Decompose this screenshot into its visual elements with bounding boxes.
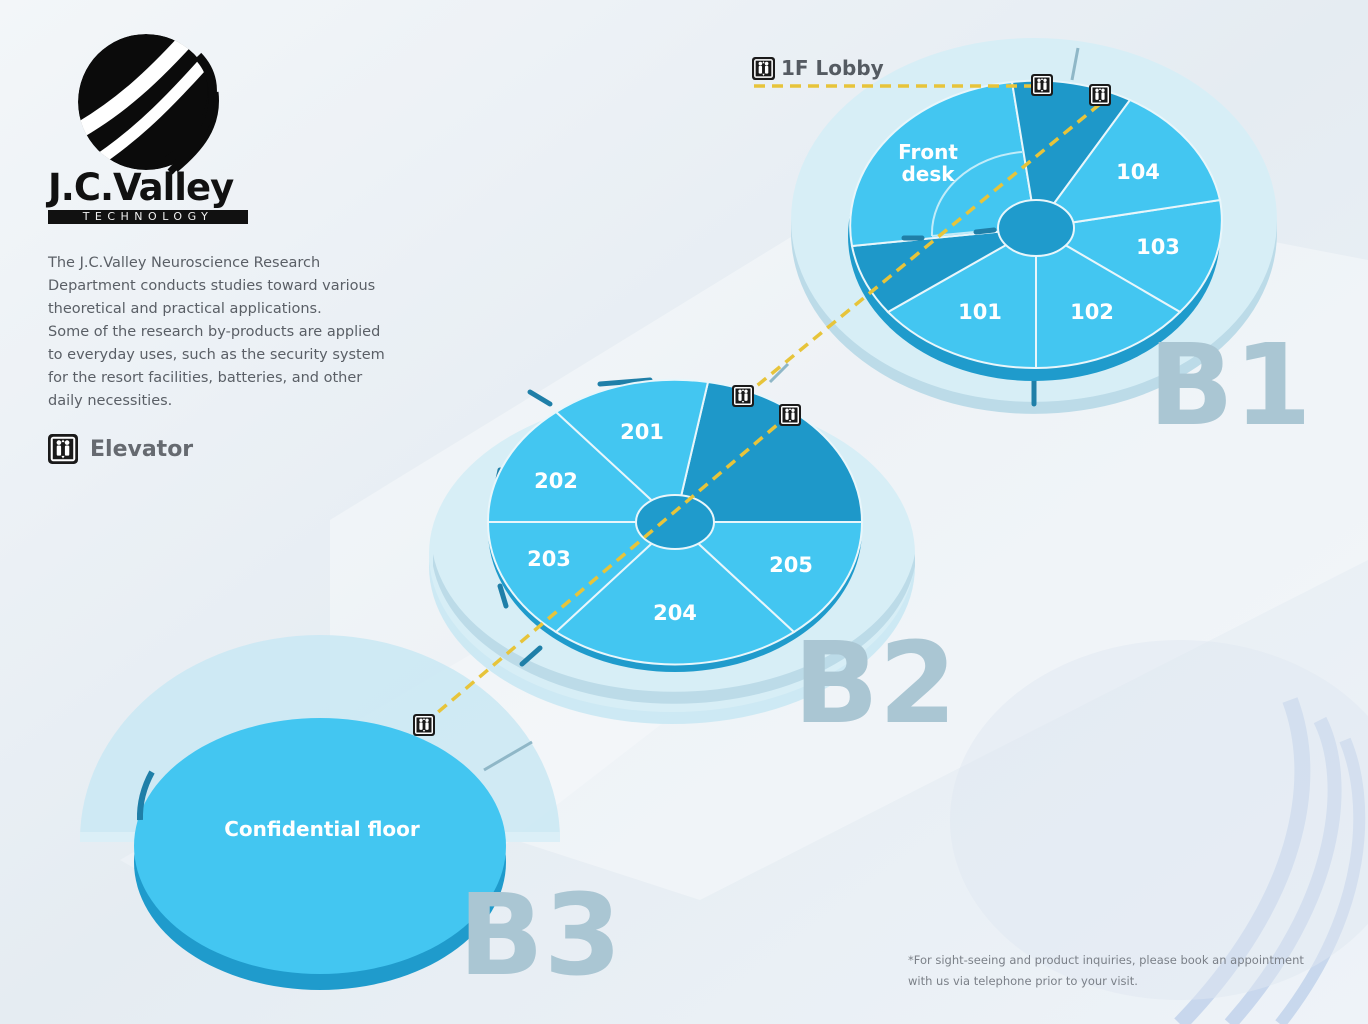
room-202-label: 202 [534, 469, 578, 493]
description-line: for the resort facilities, batteries, an… [48, 370, 363, 386]
elevator-icon [48, 434, 78, 464]
room-203[interactable] [486, 521, 678, 634]
description-line: Some of the research by-products are app… [48, 324, 381, 340]
room-101[interactable] [886, 226, 1037, 370]
room-204-label: 204 [653, 601, 697, 625]
lobby-label: 1F Lobby [781, 56, 884, 80]
elevator-icon [752, 56, 775, 80]
room-104[interactable] [1033, 98, 1222, 230]
room-205-label: 205 [769, 553, 813, 577]
room-202[interactable] [486, 410, 678, 523]
room-203-label: 203 [527, 547, 571, 571]
room-confidential[interactable] [134, 718, 506, 974]
front-desk[interactable] [849, 80, 1038, 248]
description-line: Department conducts studies toward vario… [48, 278, 376, 294]
room-201-label: 201 [620, 420, 664, 444]
footnote-line: with us via telephone prior to your visi… [908, 974, 1138, 988]
floor-b3: Confidential floor B3 [80, 635, 622, 1001]
room-104-label: 104 [1116, 160, 1160, 184]
floor-b2: 201 202 203 204 205 B2 [429, 362, 957, 749]
floor-b1: Front desk 104 103 102 101 B1 [791, 38, 1312, 451]
description-line: daily necessities. [48, 393, 173, 409]
elevator-zone-b1 [1010, 79, 1132, 231]
front-desk-label-1: Front [898, 140, 958, 164]
description: The J.C.Valley Neuroscience Research Dep… [48, 252, 418, 413]
elevator-icon[interactable] [1031, 74, 1053, 96]
legend: Elevator [48, 434, 193, 464]
description-line: theoretical and practical applications. [48, 301, 322, 317]
floor-label-b3: B3 [458, 871, 621, 1001]
elevator-icon[interactable] [779, 404, 801, 426]
description-line: The J.C.Valley Neuroscience Research [48, 255, 321, 271]
front-desk-label-2: desk [901, 162, 955, 186]
room-101-label: 101 [958, 300, 1002, 324]
elevator-icon[interactable] [732, 385, 754, 407]
lobby-marker[interactable]: 1F Lobby [752, 56, 884, 80]
legend-label: Elevator [90, 436, 194, 462]
room-205[interactable] [672, 521, 864, 634]
description-line: to everyday uses, such as the security s… [48, 347, 385, 363]
b3-room-label: Confidential floor [224, 817, 420, 841]
brand-subtitle: TECHNOLOGY [48, 210, 248, 224]
brand-name: J.C.Valley [48, 166, 234, 209]
room-201[interactable] [554, 378, 710, 524]
room-102-label: 102 [1070, 300, 1114, 324]
elevator-icon[interactable] [1089, 84, 1111, 106]
elevator-icon[interactable] [413, 714, 435, 736]
logo-mark [78, 34, 219, 175]
footnote-line: *For sight-seeing and product inquiries,… [908, 953, 1304, 967]
room-103-label: 103 [1136, 235, 1180, 259]
floor-label-b2: B2 [793, 619, 956, 749]
floor-label-b1: B1 [1148, 321, 1311, 451]
elevator-route [422, 84, 1102, 726]
footnote: *For sight-seeing and product inquiries,… [908, 950, 1338, 992]
room-204[interactable] [554, 520, 796, 666]
room-103[interactable] [1033, 198, 1223, 314]
room-102[interactable] [1035, 226, 1182, 370]
